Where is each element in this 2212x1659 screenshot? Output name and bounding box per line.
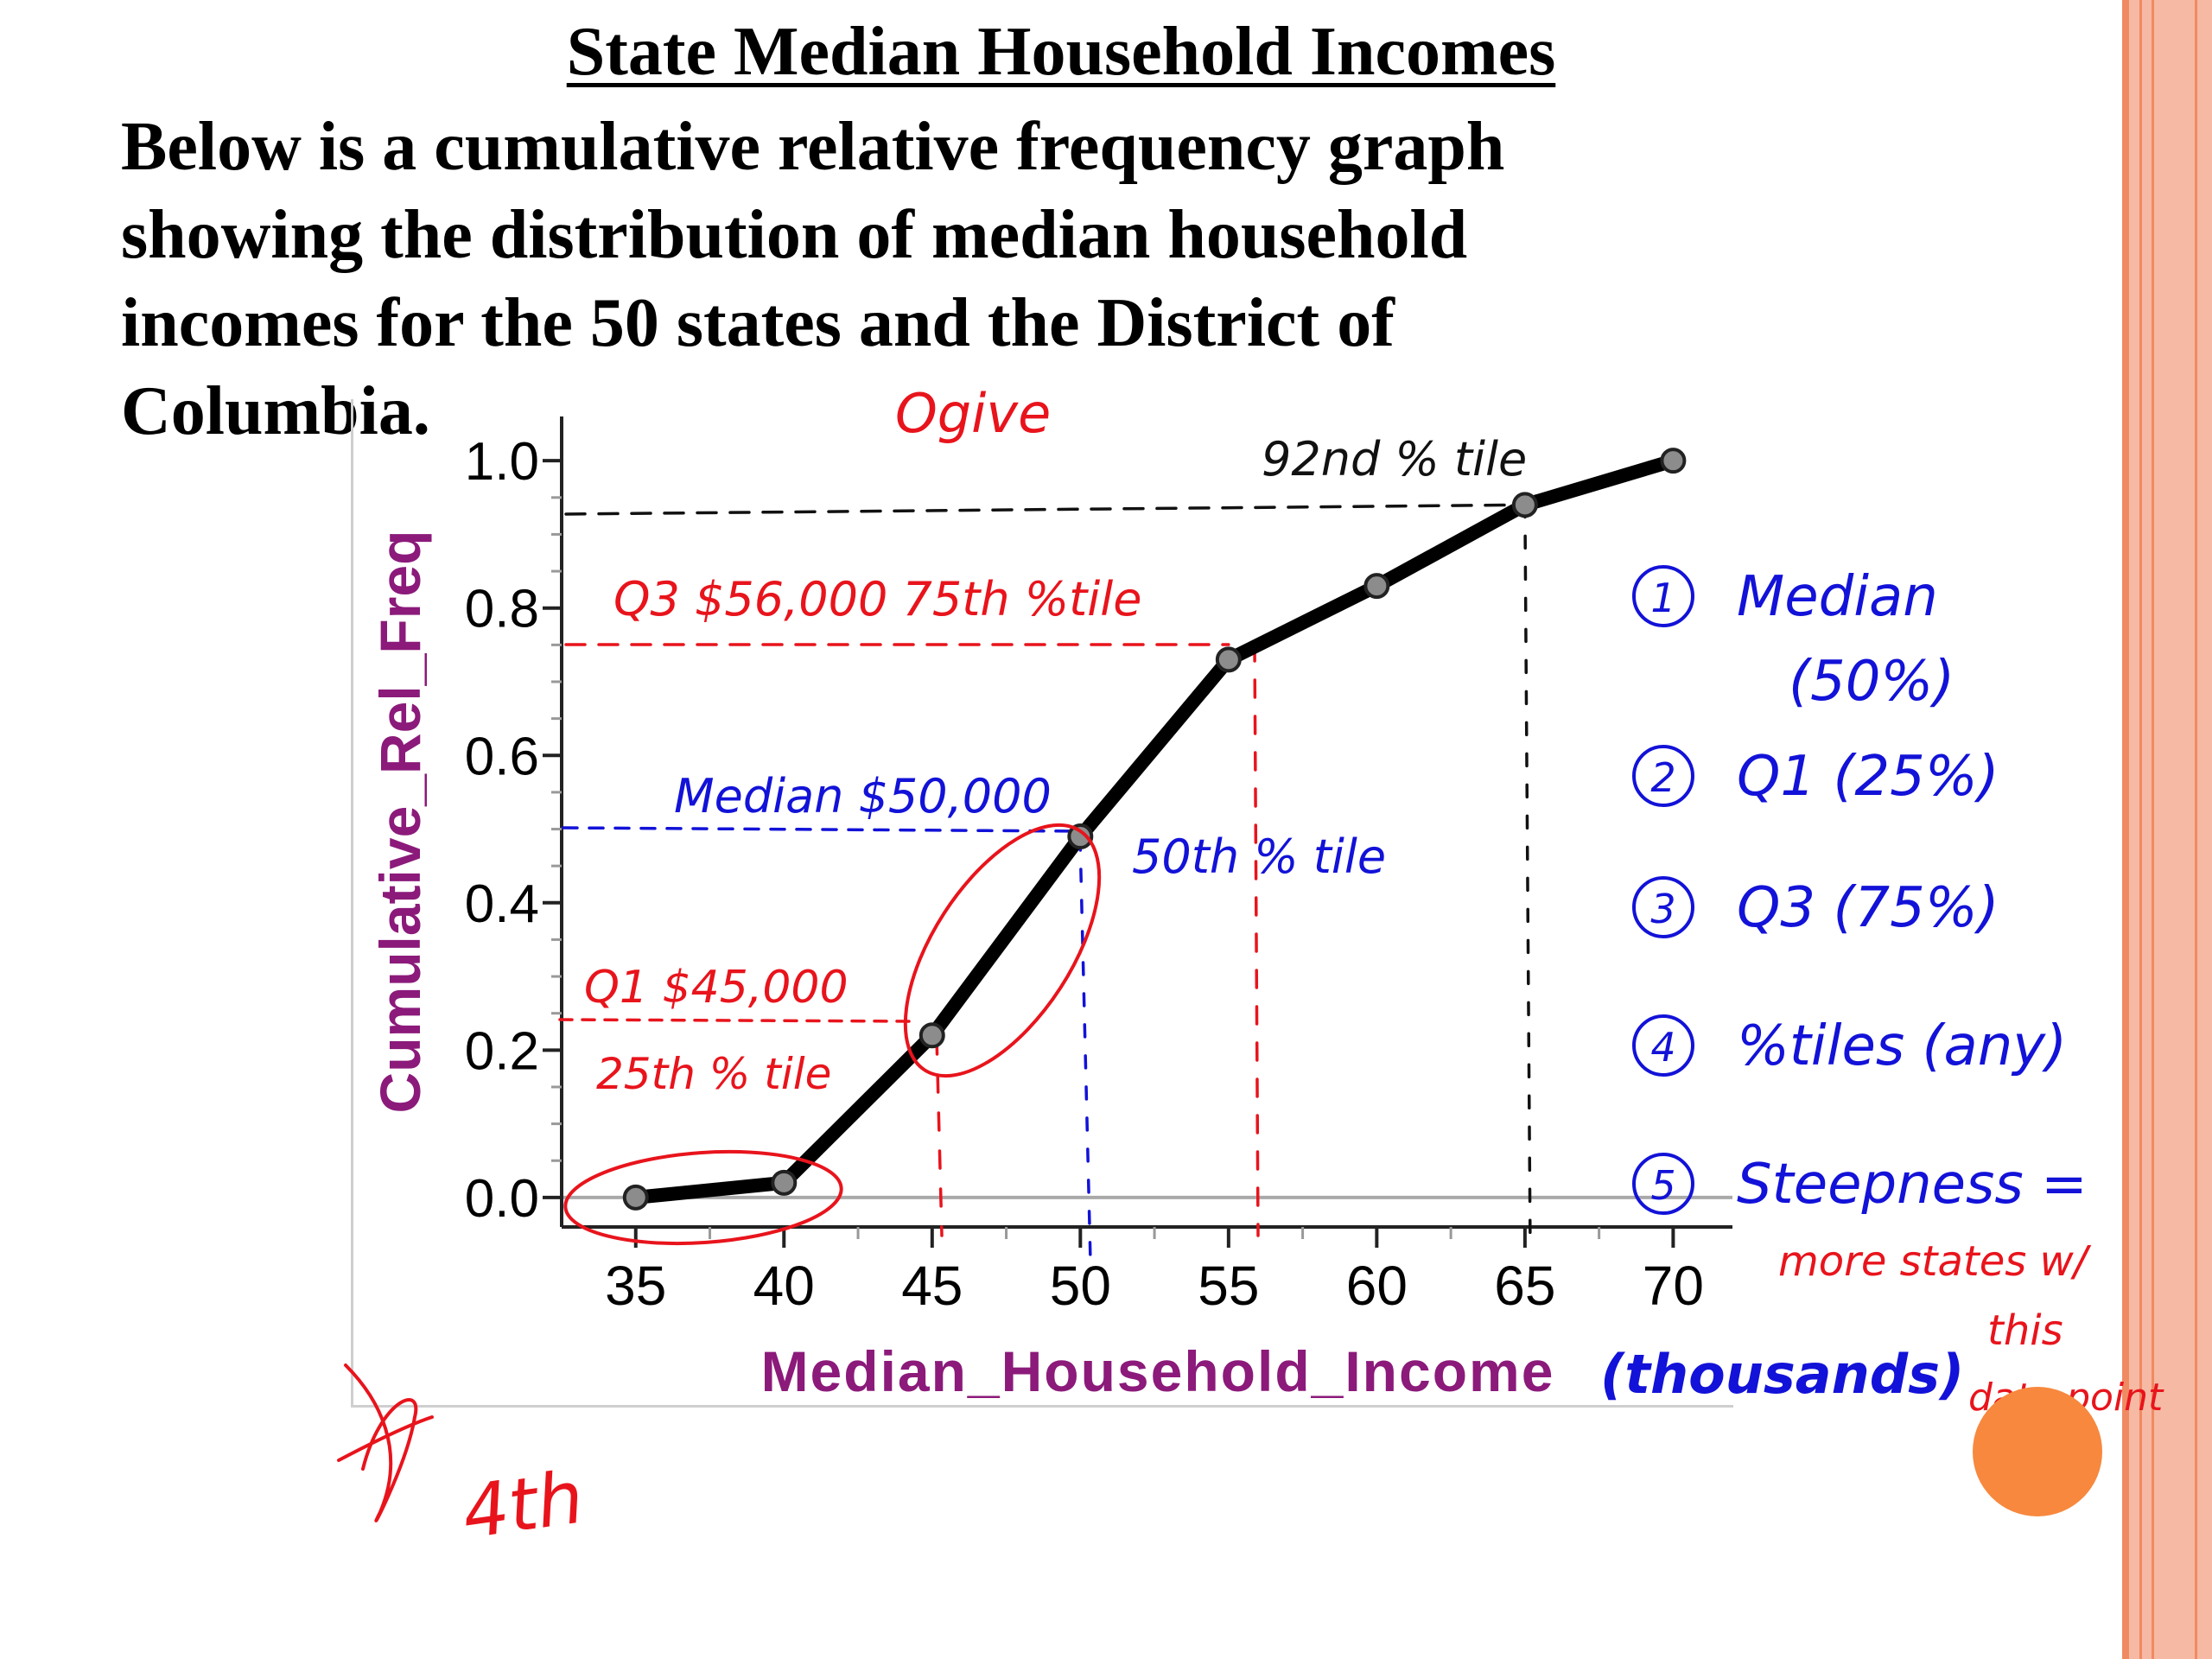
y-tick-label: 0.6: [465, 727, 539, 786]
list-number: 4: [1650, 1024, 1675, 1071]
data-point: [1067, 823, 1094, 850]
guide-q3-v: [1253, 642, 1260, 1237]
data-point: [918, 1022, 945, 1049]
p25-label: 25th % tile: [596, 1049, 831, 1099]
slide-body-line-2: showing the distribution of median house…: [121, 197, 1468, 273]
list-number: 5: [1650, 1162, 1675, 1209]
guide-q1-v: [935, 1035, 944, 1237]
ink-layer: Ogive 92nd % tile Q3 $56,000 75th %tile Med…: [337, 382, 2164, 1555]
slide-border-line-3: [2195, 0, 2197, 1659]
slide-body-line-3: incomes for the 50 states and the Distri…: [121, 285, 1395, 361]
x-tick-label: 50: [1050, 1255, 1111, 1317]
list-item-6: Steepness =: [1737, 1153, 2088, 1217]
axis-layer: [543, 416, 1732, 1248]
guide-layer: [558, 503, 1532, 1263]
data-point: [771, 1169, 798, 1196]
y-axis-title: Cumulative_Rel_Freq: [368, 531, 432, 1114]
guide-p92-v: [1523, 503, 1532, 1237]
series-layer: [622, 448, 1687, 1211]
ogive-line: [628, 454, 1681, 1205]
list-number-circle: [1632, 1014, 1694, 1077]
list-number: 2: [1650, 754, 1675, 801]
steepness-line-2: this: [1987, 1306, 2063, 1355]
list-item-4: Q3 (75%): [1737, 876, 1999, 940]
list-item-3: Q1 (25%): [1737, 745, 1999, 809]
label-layer: 0.00.20.40.60.81.035 40 45 50 55 60 65 70Median…: [368, 432, 1704, 1403]
list-item-5: %tiles (any): [1737, 1014, 2067, 1078]
thousands-label: (thousands): [1600, 1343, 1964, 1406]
q3-label: Q3 $56,000 75th %tile: [613, 572, 1141, 626]
steepness-line-1: more states w/: [1778, 1237, 2092, 1286]
slide-body-line-1: Below is a cumulative relative frequency…: [121, 109, 1505, 185]
y-tick-label: 1.0: [465, 432, 539, 492]
y-tick-label: 0.8: [465, 580, 539, 639]
data-point: [1215, 646, 1242, 673]
list-number-circle: [1632, 876, 1694, 938]
slide-border-line-1: [2139, 0, 2142, 1659]
data-point: [1660, 448, 1687, 474]
list-number-circle: [1632, 745, 1694, 807]
list-number-circle: [1632, 565, 1694, 627]
median-label: Median $50,000: [674, 769, 1052, 823]
p92-label: 92nd % tile: [1262, 432, 1527, 486]
slide-title: State Median Household Incomes: [566, 14, 1556, 90]
list-number: 3: [1650, 886, 1675, 932]
list-number-circle: [1632, 1153, 1694, 1215]
guide-p92-h: [564, 503, 1527, 516]
ellipse-steep-region: [903, 823, 1102, 1078]
x-tick-label: 35: [605, 1255, 666, 1317]
x-tick-label: 65: [1494, 1255, 1555, 1317]
slide-border-line-2: [2152, 0, 2154, 1659]
scribble-mark: [337, 1363, 434, 1522]
y-tick-label: 0.4: [465, 874, 539, 934]
x-axis-title: Median_Household_Income: [761, 1339, 1555, 1403]
list-item-1: Median: [1737, 565, 1938, 629]
guide-median-v: [1078, 836, 1092, 1263]
list-number: 1: [1650, 575, 1675, 621]
y-tick-label: 0.2: [465, 1021, 539, 1081]
p50-label: 50th % tile: [1132, 830, 1386, 884]
x-tick-label: 40: [753, 1255, 815, 1317]
plot-frame: [351, 399, 1733, 1408]
list-item-2: (50%): [1789, 650, 1955, 714]
guide-median-h: [562, 826, 1083, 833]
ellipse-low-region: [563, 1149, 843, 1246]
guide-q1-h: [558, 1018, 916, 1023]
data-point: [1363, 573, 1390, 600]
q1-label: Q1 $45,000: [584, 962, 849, 1014]
x-tick-label: 55: [1198, 1255, 1259, 1317]
slide-border-inner: [2122, 0, 2129, 1659]
highlight-dot: [1973, 1387, 2102, 1516]
y-tick-label: 0.0: [465, 1169, 539, 1229]
data-point: [622, 1184, 649, 1211]
ogive-label: Ogive: [895, 382, 1051, 445]
x-tick-label: 45: [901, 1255, 963, 1317]
x-tick-label: 60: [1346, 1255, 1408, 1317]
slide-body-line-4: Columbia.: [121, 373, 430, 449]
slide-border-band: [2129, 0, 2212, 1659]
x-tick-label: 70: [1643, 1255, 1704, 1317]
fourth-label: 4th: [457, 1454, 588, 1554]
data-point: [1511, 492, 1538, 518]
